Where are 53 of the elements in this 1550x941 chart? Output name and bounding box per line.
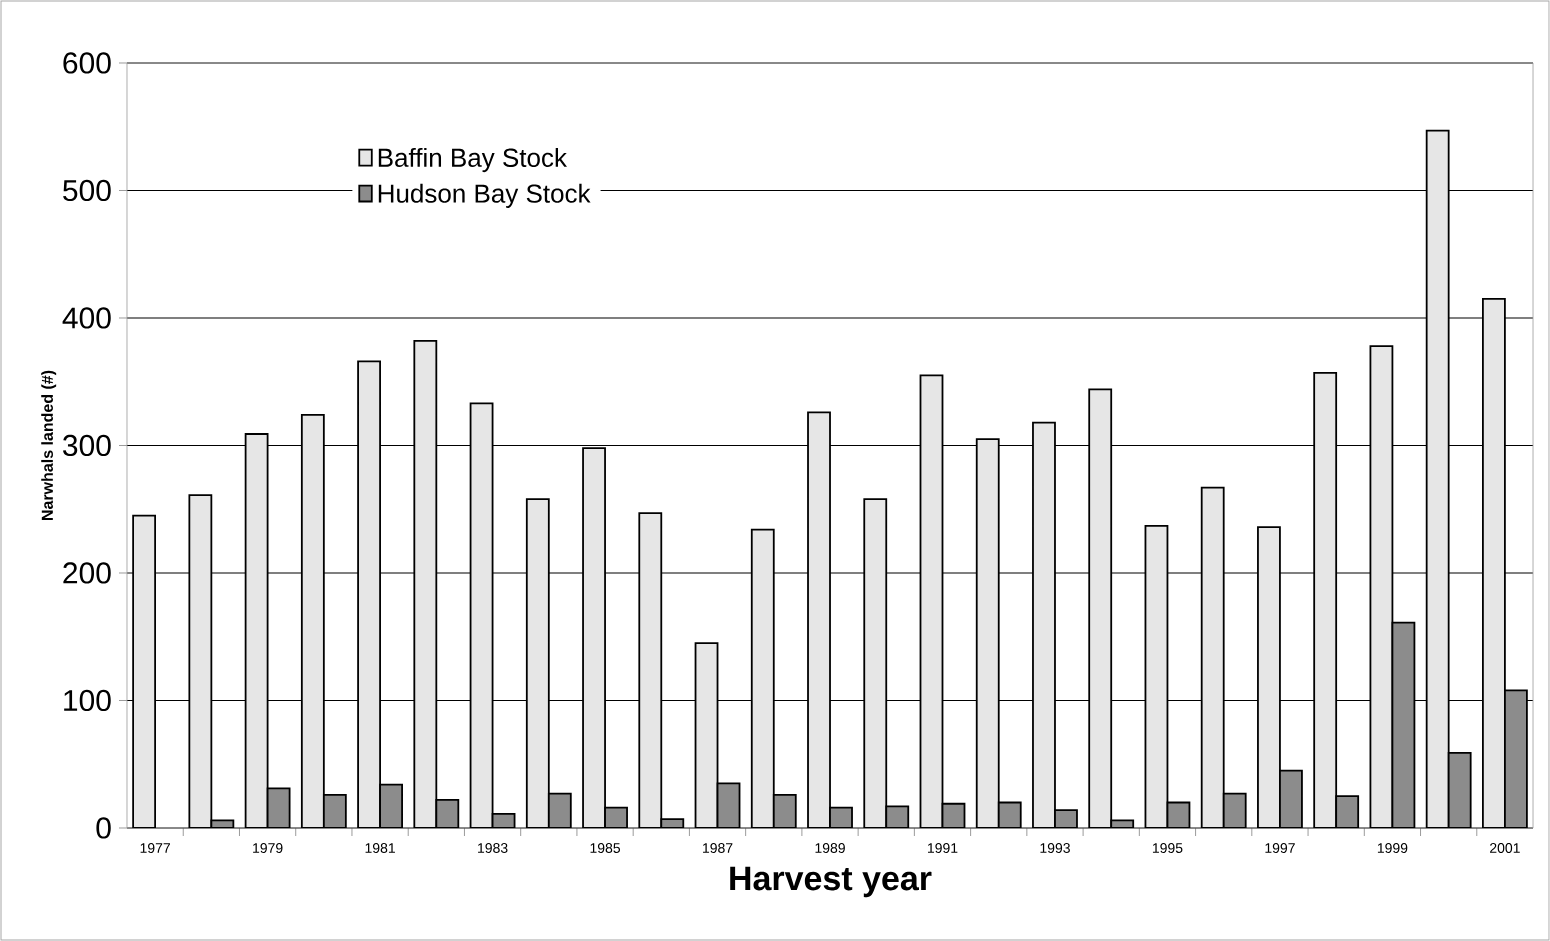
legend-label: Baffin Bay Stock <box>378 147 568 173</box>
bar <box>864 499 887 828</box>
y-tick-label: 100 <box>64 689 111 712</box>
bar <box>358 361 381 828</box>
bar <box>1426 130 1449 828</box>
x-tick-label: 1997 <box>1265 843 1295 853</box>
bar <box>1314 372 1337 828</box>
bar <box>1257 527 1280 828</box>
bar <box>414 340 437 828</box>
bar <box>583 448 606 828</box>
bar <box>470 403 493 828</box>
y-tick-label: 400 <box>62 307 111 329</box>
x-tick-label: 1983 <box>478 843 508 853</box>
y-tick-label: 600 <box>63 52 111 74</box>
bar <box>245 434 268 828</box>
bar <box>1504 689 1528 828</box>
bar <box>695 643 718 828</box>
x-tick-label: 1995 <box>1152 843 1183 853</box>
x-tick-label: 1987 <box>703 843 733 853</box>
bar <box>1392 622 1415 828</box>
x-tick-label: 1989 <box>815 843 845 853</box>
x-tick-label: 1979 <box>253 843 283 853</box>
bar <box>1032 422 1055 828</box>
bar <box>1089 389 1112 828</box>
y-tick-label: 500 <box>63 179 111 202</box>
bar <box>189 495 212 828</box>
y-tick-label: 0 <box>96 817 111 839</box>
legend-label: Hudson Bay Stock <box>378 183 591 208</box>
bar <box>751 529 774 828</box>
bar <box>1370 346 1393 828</box>
bar <box>808 412 831 828</box>
bar <box>1145 525 1168 828</box>
bar <box>976 439 999 828</box>
bar <box>133 515 156 828</box>
bar <box>920 375 943 828</box>
x-tick-label: 1991 <box>927 843 958 853</box>
y-tick-label: 300 <box>63 434 111 457</box>
bar <box>1167 802 1190 828</box>
bar <box>717 783 740 828</box>
bar <box>301 414 324 828</box>
y-tick-label: 200 <box>63 562 111 584</box>
x-tick-label: 1977 <box>140 843 170 853</box>
y-axis-title: Narwhals landed (#) <box>41 370 57 520</box>
bar <box>639 513 662 828</box>
bar <box>1201 487 1224 828</box>
x-tick-label: 1993 <box>1040 843 1070 853</box>
x-axis-title: Harvest year <box>730 866 932 898</box>
bar <box>526 499 549 828</box>
x-tick-label: 1999 <box>1377 843 1408 853</box>
x-tick-label: 1981 <box>365 843 395 853</box>
x-tick-label: 2001 <box>1490 843 1520 853</box>
x-tick-label: 1985 <box>590 843 621 853</box>
bar <box>1482 297 1506 828</box>
